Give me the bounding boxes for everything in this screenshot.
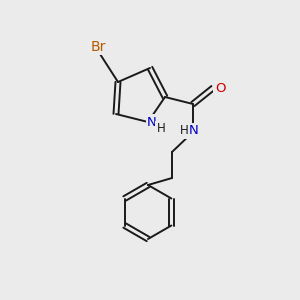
- Text: N: N: [147, 116, 157, 128]
- Text: H: H: [157, 122, 165, 136]
- Text: O: O: [215, 82, 225, 94]
- Text: Br: Br: [90, 40, 106, 54]
- Text: H: H: [180, 124, 188, 137]
- Text: N: N: [189, 124, 199, 137]
